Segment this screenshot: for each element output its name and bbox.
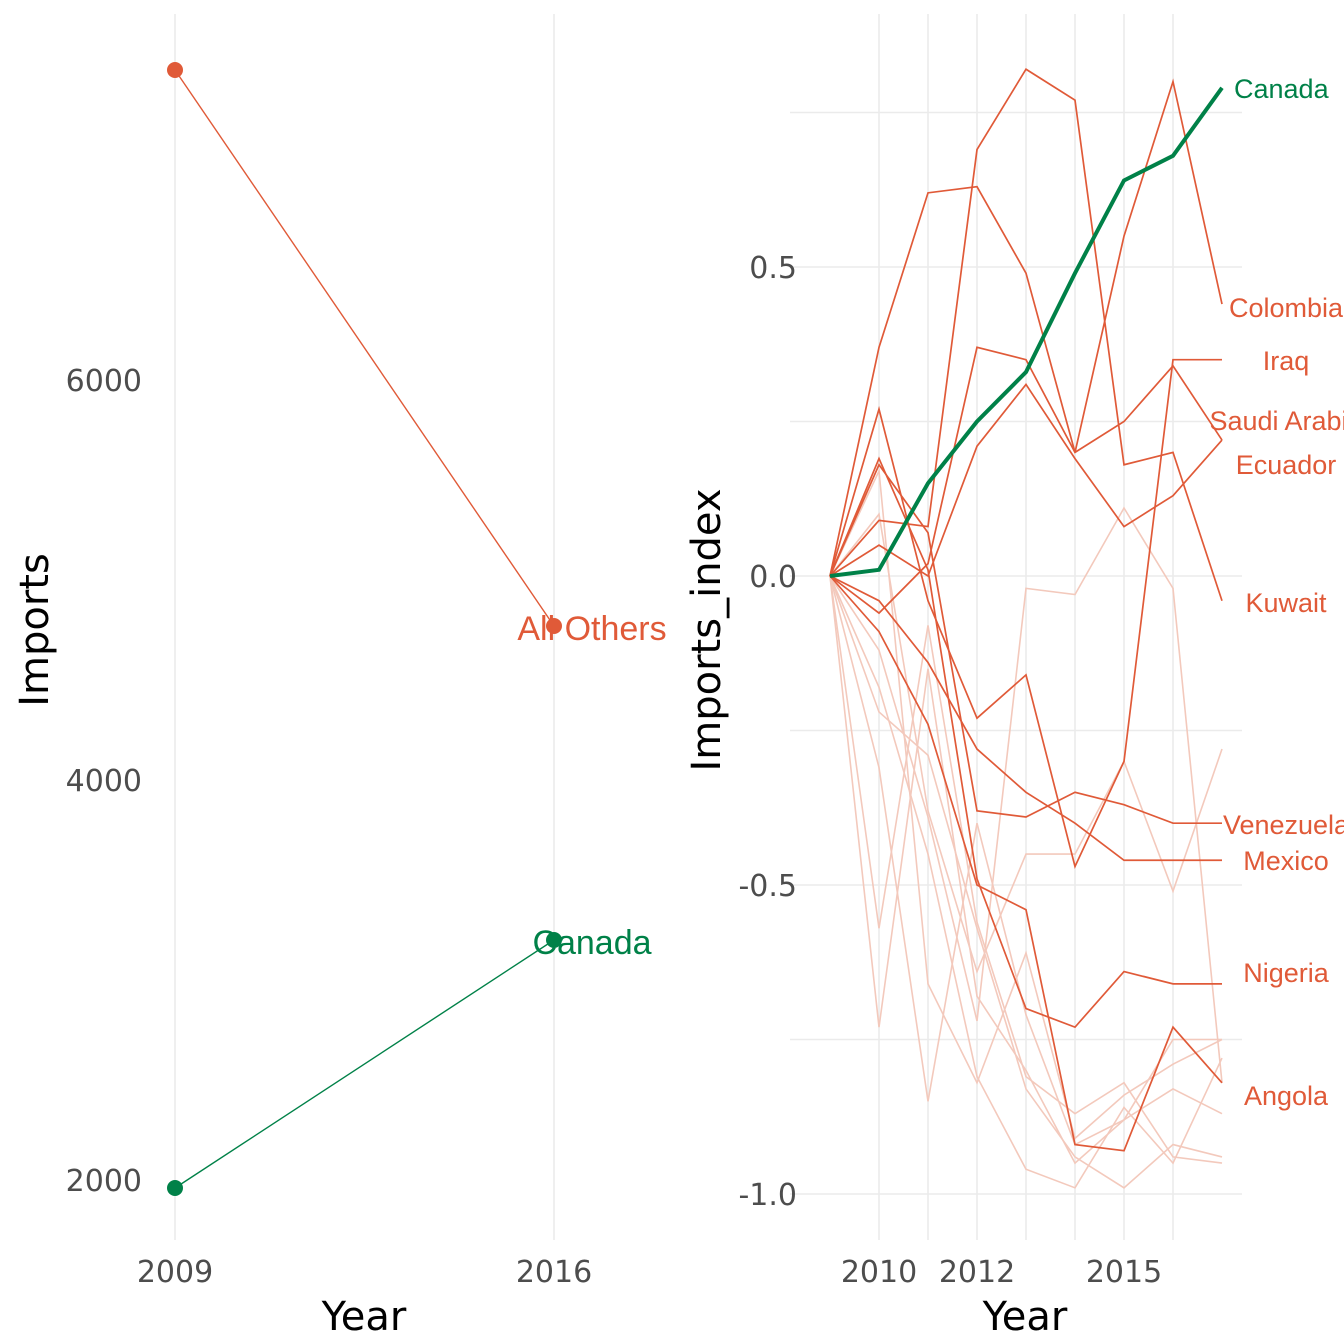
imports-label-all-others: All Others bbox=[517, 610, 666, 648]
imports-line-canada bbox=[174, 939, 555, 1189]
imports-index-line-colombia bbox=[829, 78, 1223, 577]
imports-index-line-angola bbox=[829, 575, 1223, 1152]
imports-y-tick-labels: 2000 4000 6000 bbox=[66, 364, 142, 1199]
imports-index-label-canada: Canada bbox=[1234, 74, 1330, 104]
imports-index-y-tick-2: 0.0 bbox=[749, 560, 797, 595]
imports-index-label-saudi-arabia: Saudi Arabia bbox=[1209, 406, 1344, 436]
imports-index-x-tick-2015: 2015 bbox=[1086, 1255, 1162, 1290]
imports-index-x-tick-labels: 2010 2012 2015 bbox=[841, 1255, 1162, 1290]
imports-index-label-iraq: Iraq bbox=[1263, 346, 1310, 376]
imports-index-label-ecuador: Ecuador bbox=[1236, 450, 1337, 480]
imports-point-all-others-2016 bbox=[546, 618, 562, 634]
imports-index-line-ecuador bbox=[829, 382, 1223, 578]
imports-index-line-nigeria bbox=[829, 456, 1222, 1029]
imports-point-canada-2009 bbox=[167, 1180, 183, 1196]
imports-index-faded-line-1 bbox=[829, 575, 1223, 1164]
imports-x-tick-2009: 2009 bbox=[137, 1255, 213, 1290]
imports-index-y-tick-labels: -1.0 -0.5 0.0 0.5 bbox=[738, 251, 797, 1213]
imports-index-label-angola: Angola bbox=[1244, 1081, 1329, 1111]
imports-index-x-axis-title: Year bbox=[982, 1294, 1068, 1340]
imports-index-label-colombia: Colombia bbox=[1229, 293, 1344, 323]
imports-index-y-axis-title: Imports_index bbox=[684, 488, 730, 771]
imports-y-axis-title: Imports bbox=[12, 553, 58, 707]
imports-series-labels: All Others Canada bbox=[517, 610, 666, 962]
imports-index-country-labels: Colombia Iraq Saudi Arabia Ecuador Kuwait Ven… bbox=[1209, 74, 1344, 1111]
imports-x-tick-labels: 2009 2016 bbox=[137, 1255, 592, 1290]
imports-point-canada-2016 bbox=[546, 932, 562, 948]
imports-index-label-venezuela: Venezuela bbox=[1223, 810, 1344, 840]
imports-series-lines bbox=[174, 69, 555, 1189]
imports-x-axis-title: Year bbox=[321, 1294, 407, 1340]
imports-gridlines bbox=[174, 14, 555, 1240]
imports-line-all-others bbox=[174, 69, 555, 627]
imports-index-line-mexico bbox=[829, 575, 1222, 862]
imports-index-line-saudi-arabia bbox=[829, 346, 1223, 615]
imports-point-all-others-2009 bbox=[167, 62, 183, 78]
imports-index-line-canada bbox=[829, 86, 1224, 578]
imports-index-x-tick-2010: 2010 bbox=[841, 1255, 917, 1290]
imports-x-tick-2016: 2016 bbox=[516, 1255, 592, 1290]
imports-index-line-venezuela bbox=[829, 463, 1222, 825]
imports-index-faded-line-8 bbox=[829, 575, 1223, 1189]
imports-y-tick-2000: 2000 bbox=[66, 1164, 142, 1199]
imports-index-faded-line-5 bbox=[829, 512, 1223, 974]
imports-index-label-mexico: Mexico bbox=[1243, 846, 1329, 876]
imports-index-line-iraq bbox=[829, 68, 1223, 601]
imports-index-faded-line-6 bbox=[829, 506, 1223, 1083]
imports-panel: All Others Canada 2000 4000 6000 2009 2016 Y… bbox=[12, 14, 667, 1340]
imports-label-canada: Canada bbox=[532, 924, 651, 962]
imports-index-x-tick-2012: 2012 bbox=[939, 1255, 1015, 1290]
imports-index-label-kuwait: Kuwait bbox=[1245, 588, 1327, 618]
imports-index-faded-line-7 bbox=[829, 575, 1223, 1189]
imports-index-label-nigeria: Nigeria bbox=[1243, 958, 1330, 988]
imports-series-points bbox=[167, 62, 562, 1196]
imports-index-gridlines bbox=[790, 14, 1242, 1240]
imports-index-faded-line-3 bbox=[829, 467, 1223, 1140]
imports-index-panel: Colombia Iraq Saudi Arabia Ecuador Kuwait Ven… bbox=[684, 14, 1344, 1340]
imports-index-highlight-line bbox=[829, 86, 1224, 578]
imports-index-y-tick-1: -0.5 bbox=[738, 869, 797, 904]
imports-y-tick-6000: 6000 bbox=[66, 364, 142, 399]
imports-y-tick-4000: 4000 bbox=[66, 764, 142, 799]
imports-index-line-kuwait bbox=[829, 358, 1222, 869]
imports-index-y-tick-3: 0.5 bbox=[749, 251, 797, 286]
imports-index-faded-line-2 bbox=[829, 575, 1223, 1165]
imports-index-y-tick-0: -1.0 bbox=[738, 1178, 797, 1213]
imports-index-country-lines bbox=[829, 68, 1223, 1152]
